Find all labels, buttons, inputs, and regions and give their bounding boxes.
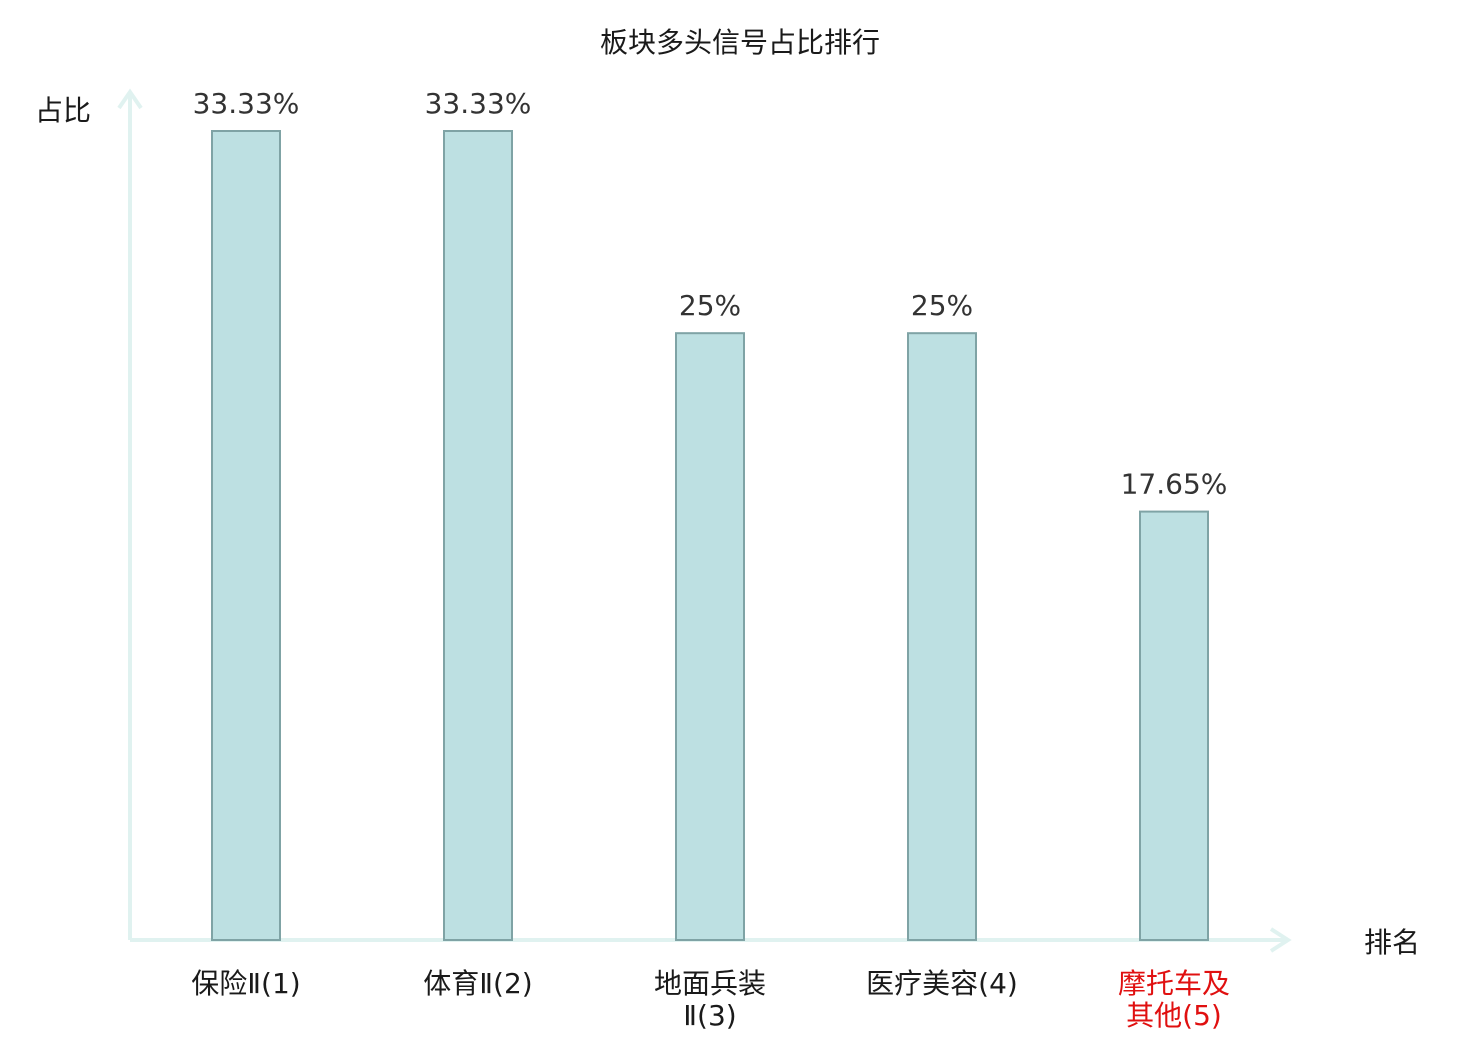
x-tick-label-3-line-1: 地面兵装 — [654, 967, 766, 1000]
bar-3 — [675, 332, 745, 941]
data-label-5: 17.65% — [1121, 468, 1228, 501]
chart-title: 板块多头信号占比排行 — [600, 26, 880, 59]
data-labels-group: 33.33% 33.33% 25% 25% 17.65% — [193, 87, 1228, 501]
data-label-1: 33.33% — [193, 87, 300, 120]
y-axis: 占比 — [35, 88, 143, 940]
x-tick-label-4: 医疗美容(4) — [866, 967, 1018, 1000]
bars-group — [211, 130, 1209, 941]
x-tick-label-3-line-2: Ⅱ(3) — [683, 999, 736, 1032]
y-axis-arrow-icon — [117, 88, 143, 110]
data-label-3: 25% — [679, 289, 741, 322]
bar-4 — [907, 332, 977, 941]
data-label-2: 33.33% — [425, 87, 532, 120]
x-axis-arrow-icon — [1269, 927, 1292, 953]
bar-2 — [443, 130, 513, 941]
x-tick-label-1: 保险Ⅱ(1) — [191, 967, 300, 1000]
x-tick-label-5-line-1: 摩托车及 — [1118, 967, 1230, 1000]
x-axis: 排名 — [130, 926, 1420, 959]
x-tick-label-5-line-2: 其他(5) — [1126, 999, 1222, 1032]
bar-1 — [211, 130, 281, 941]
bar-5 — [1139, 510, 1209, 941]
y-axis-label: 占比 — [35, 94, 91, 127]
x-axis-label: 排名 — [1364, 926, 1420, 959]
x-tick-label-2: 体育Ⅱ(2) — [423, 967, 532, 1000]
data-label-4: 25% — [911, 289, 973, 322]
